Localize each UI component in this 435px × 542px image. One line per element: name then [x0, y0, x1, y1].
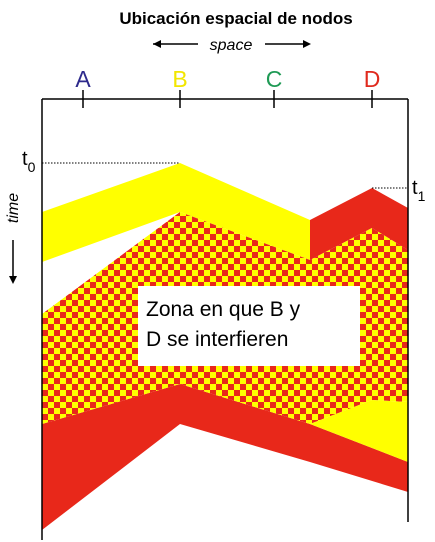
d-signal-lower — [42, 384, 408, 530]
b-signal — [42, 163, 310, 262]
d-signal-upper — [310, 188, 408, 260]
t1-label: t1 — [412, 177, 426, 204]
interference-box-line1: Zona en que B y — [146, 298, 301, 321]
b-signal-lower — [310, 400, 408, 462]
interference-box — [138, 286, 360, 366]
node-label-a: A — [75, 66, 91, 92]
diagram-title: Ubicación espacial de nodos — [119, 9, 352, 28]
time-label: time — [5, 193, 22, 223]
timeline-frame — [41, 90, 409, 540]
interference-box-line2: D se interfieren — [146, 328, 288, 351]
node-label-d: D — [364, 66, 381, 92]
node-label-c: C — [266, 66, 283, 92]
t0-label: t0 — [22, 148, 36, 175]
time-arrow — [9, 240, 17, 284]
space-label: space — [210, 37, 253, 54]
node-label-b: B — [172, 66, 187, 92]
space-arrow — [153, 40, 311, 48]
